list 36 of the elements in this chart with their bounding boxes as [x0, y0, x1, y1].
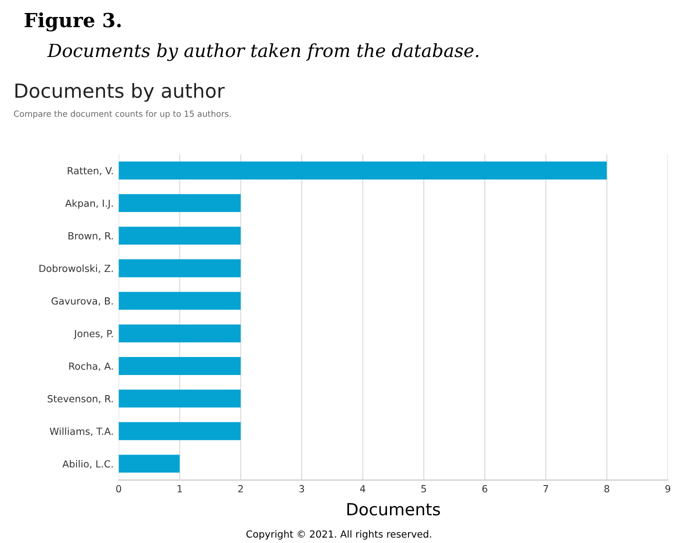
y-tick-label: Brown, R. — [68, 232, 113, 240]
y-tick-label: Stevenson, R. — [48, 395, 113, 404]
y-tick-label: Ratten, V. — [68, 167, 113, 176]
x-tick-label: 2 — [238, 485, 243, 492]
y-tick-label: Williams, T.A. — [50, 427, 113, 436]
y-tick-label: Dobrowolski, Z. — [39, 264, 113, 274]
bar — [118, 357, 241, 375]
bar — [118, 226, 241, 245]
x-tick-label: 4 — [360, 485, 366, 492]
bar — [118, 162, 607, 180]
x-tick-label: 6 — [482, 485, 488, 492]
x-tick-label: 8 — [604, 485, 610, 492]
x-tick-label: 3 — [299, 485, 304, 492]
x-tick-label: 9 — [665, 485, 670, 492]
x-axis-title: Documents — [347, 503, 440, 516]
bar — [118, 422, 241, 440]
y-tick-label: Abilio, L.C. — [62, 460, 113, 469]
chart-title: Documents by author — [15, 82, 225, 102]
text: Copyright © 2021. All rights reserved. — [246, 530, 432, 540]
x-tick-label: 1 — [178, 485, 182, 492]
y-tick-label: Jones, P. — [74, 330, 113, 340]
bar — [118, 324, 241, 342]
bar — [118, 194, 241, 212]
x-tick-label: 7 — [543, 485, 548, 492]
chart-subtitle: Compare the document counts for up to 15 authors. — [14, 110, 231, 118]
y-tick-label: Rocha, A. — [69, 362, 113, 371]
bar — [118, 454, 180, 473]
y-tick-label: Akpan, I.J. — [65, 199, 113, 209]
y-tick-label: Gavurova, B. — [52, 297, 113, 306]
x-tick-label: 5 — [421, 485, 426, 492]
text: Documents by author taken from the database. — [47, 43, 478, 62]
caption: Figure 3. — [24, 12, 121, 32]
bar — [118, 390, 241, 408]
x-tick-label: 0 — [116, 485, 122, 492]
bar — [118, 292, 241, 310]
bar — [118, 259, 241, 278]
